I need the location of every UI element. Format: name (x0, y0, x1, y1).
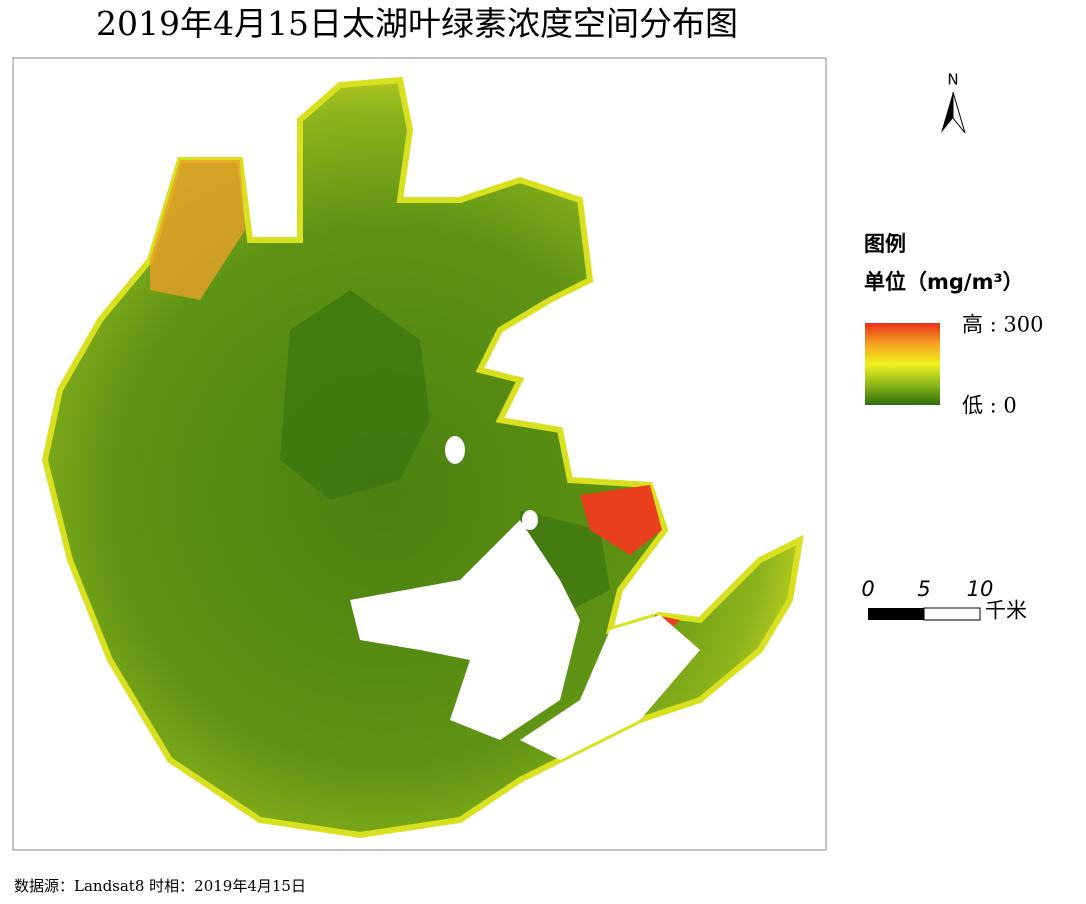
data-source: 数据源：Landsat8 时相：2019年4月15日 (14, 877, 306, 895)
north-arrow-right (952, 91, 966, 134)
legend-high: 高 : 300 (962, 313, 1044, 337)
legend-unit: 单位（mg/m³） (864, 270, 1024, 294)
scale-unit: 千米 (985, 599, 1027, 623)
legend-low: 低 : 0 (962, 394, 1017, 418)
scale-segment (923, 607, 981, 621)
north-arrow: N (941, 71, 966, 134)
land (520, 615, 700, 760)
land (350, 520, 580, 740)
legend-ramp (865, 323, 940, 405)
dark-zone (280, 290, 430, 500)
map-title: 2019年4月15日太湖叶绿素浓度空间分布图 (96, 4, 738, 43)
north-arrow-left (941, 92, 953, 133)
high-patch (150, 160, 245, 300)
high-patch (580, 485, 662, 555)
lake (41, 76, 804, 839)
scale-tick-label: 0 (861, 577, 874, 601)
scale-tick-label: 10 (967, 577, 994, 601)
island (522, 510, 538, 530)
legend-title: 图例 (864, 232, 906, 256)
north-label: N (947, 71, 958, 89)
scale-tick-label: 5 (917, 577, 930, 601)
scale-bar: 千米 0 5 10 (861, 577, 1027, 623)
scale-segment (868, 608, 924, 620)
island (445, 436, 465, 464)
